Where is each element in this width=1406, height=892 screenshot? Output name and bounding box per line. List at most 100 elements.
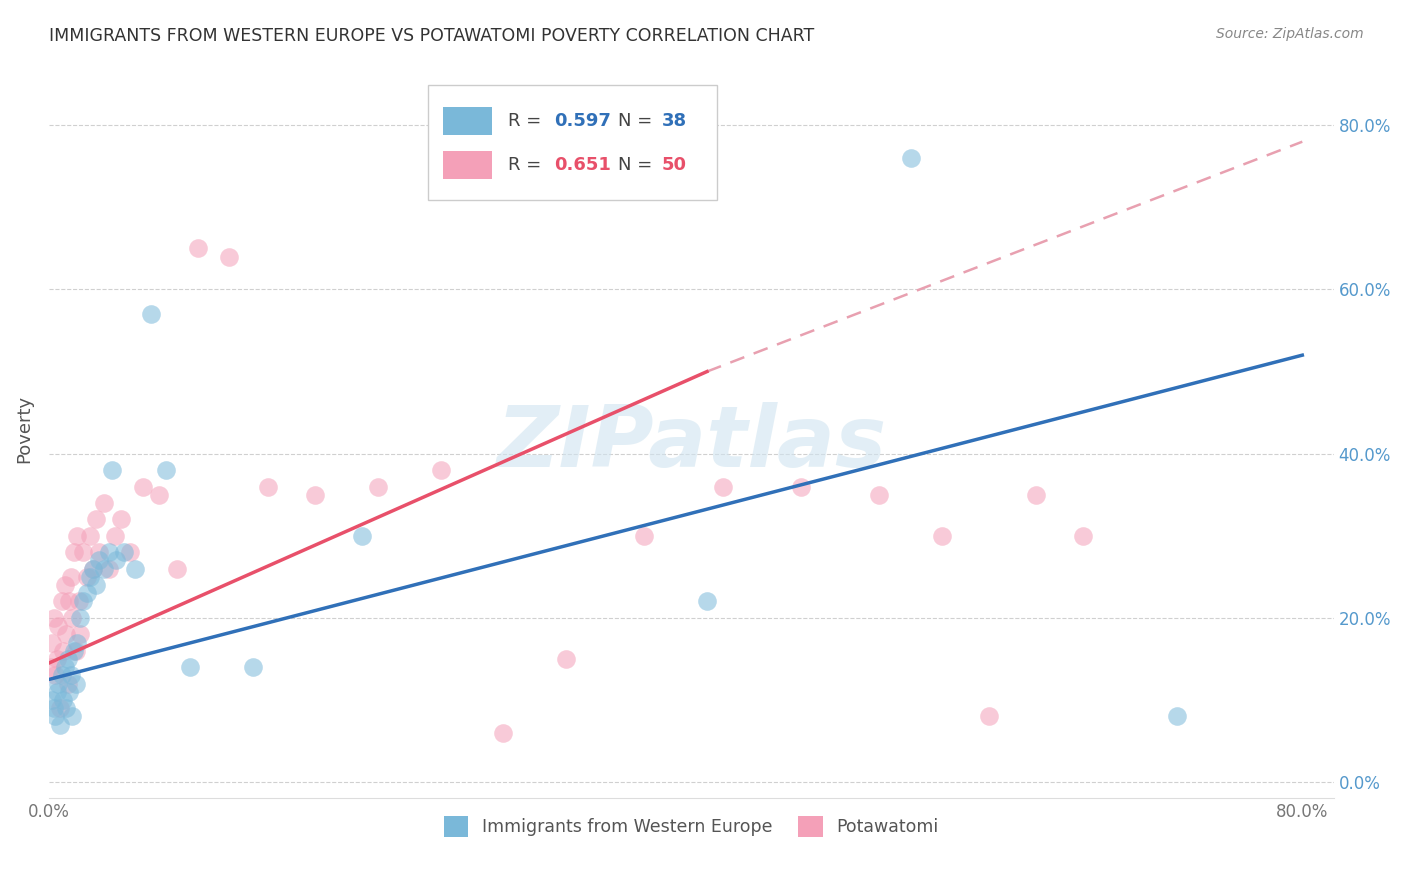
Point <box>39 660 62 674</box>
Point <box>110 512 132 526</box>
Point <box>87 545 110 559</box>
Bar <box>443 152 492 179</box>
Point <box>257 479 280 493</box>
Point <box>120 545 142 559</box>
Point <box>62 709 84 723</box>
Point <box>555 652 578 666</box>
Point <box>93 496 115 510</box>
Point <box>52 643 75 657</box>
Point <box>977 709 1000 723</box>
Text: 38: 38 <box>662 112 688 130</box>
Point <box>790 479 813 493</box>
Point <box>41 693 63 707</box>
Point <box>105 553 128 567</box>
Text: IMMIGRANTS FROM WESTERN EUROPE VS POTAWATOMI POVERTY CORRELATION CHART: IMMIGRANTS FROM WESTERN EUROPE VS POTAWA… <box>49 27 814 45</box>
Point <box>49 701 72 715</box>
Point <box>53 578 76 592</box>
Point <box>65 676 87 690</box>
Point <box>139 307 162 321</box>
Point <box>79 570 101 584</box>
Point <box>55 627 77 641</box>
Point <box>429 463 451 477</box>
Point <box>72 594 94 608</box>
Point <box>52 693 75 707</box>
Point <box>82 561 104 575</box>
Point <box>41 635 63 649</box>
Y-axis label: Poverty: Poverty <box>15 395 32 463</box>
Point <box>44 709 66 723</box>
Point <box>84 512 107 526</box>
Point <box>76 586 98 600</box>
Point <box>633 529 655 543</box>
Point <box>132 479 155 493</box>
Point <box>367 479 389 493</box>
Point <box>67 594 90 608</box>
Point <box>63 545 86 559</box>
Point <box>218 250 240 264</box>
Point <box>58 594 80 608</box>
Point <box>104 529 127 543</box>
Point <box>492 726 515 740</box>
Text: 50: 50 <box>662 156 686 174</box>
Point <box>93 561 115 575</box>
Point <box>179 660 201 674</box>
Point <box>63 643 86 657</box>
Point <box>69 627 91 641</box>
Point <box>1071 529 1094 543</box>
Text: N =: N = <box>619 112 658 130</box>
Text: N =: N = <box>619 156 658 174</box>
Point <box>352 529 374 543</box>
Point <box>42 701 65 715</box>
Point <box>155 463 177 477</box>
Point <box>42 611 65 625</box>
Text: 0.597: 0.597 <box>554 112 610 130</box>
Point <box>711 479 734 493</box>
Point <box>66 529 89 543</box>
Point <box>187 242 209 256</box>
Point <box>868 488 890 502</box>
Point <box>45 652 67 666</box>
Point <box>100 463 122 477</box>
Point <box>58 685 80 699</box>
Legend: Immigrants from Western Europe, Potawatomi: Immigrants from Western Europe, Potawato… <box>434 808 948 846</box>
Point <box>696 594 718 608</box>
Point <box>65 643 87 657</box>
Point <box>82 561 104 575</box>
Point <box>148 488 170 502</box>
Point <box>124 561 146 575</box>
Point <box>56 652 79 666</box>
Point <box>51 594 73 608</box>
Point <box>97 561 120 575</box>
Point <box>97 545 120 559</box>
FancyBboxPatch shape <box>427 86 717 200</box>
Point <box>72 545 94 559</box>
Point <box>84 578 107 592</box>
Text: R =: R = <box>508 156 547 174</box>
Point <box>62 611 84 625</box>
Text: ZIPatlas: ZIPatlas <box>496 402 886 485</box>
Point <box>87 553 110 567</box>
Point <box>931 529 953 543</box>
Point <box>51 668 73 682</box>
Point <box>49 717 72 731</box>
Point <box>1025 488 1047 502</box>
Text: Source: ZipAtlas.com: Source: ZipAtlas.com <box>1216 27 1364 41</box>
Point <box>69 611 91 625</box>
Point <box>59 668 82 682</box>
Point <box>44 668 66 682</box>
Point <box>76 570 98 584</box>
Text: R =: R = <box>508 112 547 130</box>
Point <box>66 635 89 649</box>
Point <box>1166 709 1188 723</box>
Point <box>45 685 67 699</box>
Point <box>900 151 922 165</box>
Point <box>79 529 101 543</box>
Bar <box>443 107 492 135</box>
Point <box>55 701 77 715</box>
Point <box>242 660 264 674</box>
Point <box>48 676 70 690</box>
Point <box>304 488 326 502</box>
Point <box>53 660 76 674</box>
Point <box>59 570 82 584</box>
Point <box>166 561 188 575</box>
